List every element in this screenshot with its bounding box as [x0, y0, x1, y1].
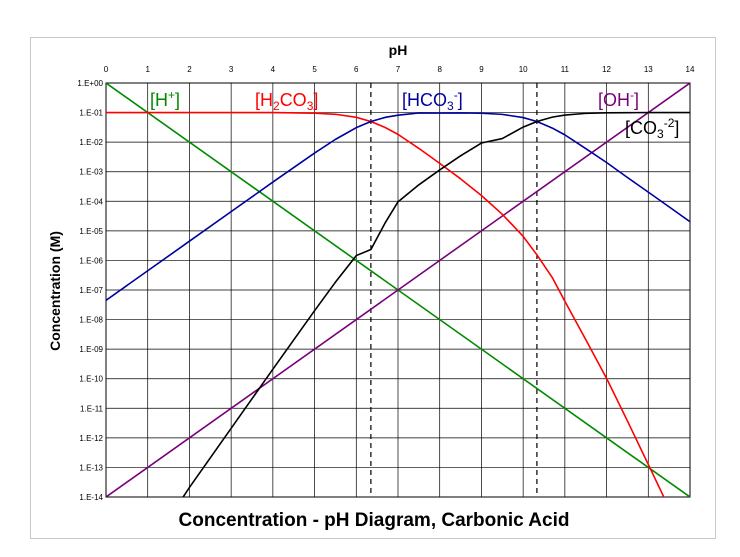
y-tick-label: 1.E-12: [79, 434, 103, 443]
y-tick-label: 1.E-08: [79, 316, 103, 325]
plot-border: [105, 82, 691, 498]
x-tick-label: 10: [519, 65, 528, 74]
series-labels: [H+] [OH-] [H2CO3] [HCO3-] [CO3-2]: [150, 88, 679, 141]
y-tick-label: 1.E-06: [79, 256, 103, 265]
chart-frame: [30, 37, 716, 539]
x-tick-label: 1: [145, 65, 150, 74]
dashed-markers: [370, 83, 538, 497]
y-tick-label: 1.E+00: [77, 79, 103, 88]
series-line-1: [106, 83, 690, 497]
y-tick-label: 1.E-01: [79, 109, 103, 118]
series-label-2: [H2CO3]: [255, 90, 318, 113]
series-label-3: [HCO3-]: [402, 88, 463, 113]
y-tick-label: 1.E-14: [79, 493, 103, 502]
x-tick-label: 6: [354, 65, 359, 74]
series-label-1: [OH-]: [598, 88, 639, 110]
x-tick-label: 3: [229, 65, 234, 74]
series-line-3: [106, 112, 690, 301]
y-tick-label: 1.E-03: [79, 168, 103, 177]
chart-title: Concentration - pH Diagram, Carbonic Aci…: [179, 510, 570, 531]
series-line-4: [182, 111, 690, 497]
x-tick-label: 5: [312, 65, 317, 74]
series-label-0: [H+]: [150, 88, 180, 110]
y-tick-label: 1.E-13: [79, 463, 103, 472]
y-tick-label: 1.E-05: [79, 227, 103, 236]
x-tick-label: 14: [686, 65, 695, 74]
y-tick-label: 1.E-09: [79, 345, 103, 354]
y-tick-label: 1.E-04: [79, 197, 103, 206]
y-tick-label: 1.E-07: [79, 286, 103, 295]
tick-labels: 0 1 2 3 4 5 6 7 8 9 10 11 12 13 141.E+001.E-011.E-021.…: [77, 65, 695, 502]
series-lines: [106, 83, 690, 497]
x-tick-label: 13: [644, 65, 653, 74]
x-tick-label: 12: [602, 65, 611, 74]
x-tick-label: 2: [187, 65, 192, 74]
y-axis-title: Concentration (M): [47, 231, 63, 351]
x-axis-title: pH: [389, 42, 408, 58]
x-tick-label: 7: [396, 65, 401, 74]
x-tick-label: 8: [437, 65, 442, 74]
x-tick-label: 4: [271, 65, 276, 74]
y-tick-label: 1.E-11: [80, 404, 104, 413]
x-tick-label: 9: [479, 65, 484, 74]
x-tick-label: 0: [104, 65, 109, 74]
y-tick-label: 1.E-10: [79, 375, 103, 384]
series-line-2: [106, 111, 665, 497]
x-tick-label: 11: [561, 65, 570, 74]
y-tick-label: 1.E-02: [79, 138, 103, 147]
series-label-4: [CO3-2]: [625, 116, 679, 141]
